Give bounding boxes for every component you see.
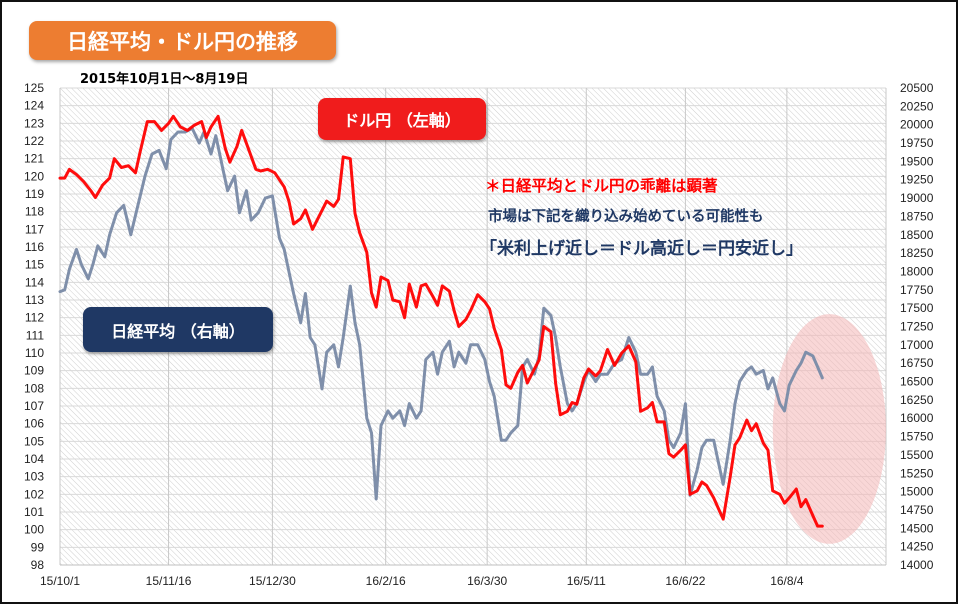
y-left-tick-label: 108 (24, 381, 44, 395)
y-right-tick-label: 20000 (900, 118, 934, 132)
y-right-tick-label: 14250 (900, 540, 934, 554)
y-left-tick-label: 123 (24, 116, 44, 130)
chart-subtitle: 2015年10月1日～8月19日 (80, 72, 249, 87)
usdjpy-series-label: ドル円 （左軸） (318, 98, 486, 140)
y-left-tick-label: 103 (24, 470, 44, 484)
y-right-tick-label: 14000 (900, 558, 934, 572)
y-left-tick-label: 118 (25, 205, 44, 219)
x-tick-label: 16/5/11 (567, 574, 606, 588)
x-tick-label: 16/8/4 (770, 574, 804, 588)
highlight-ellipse (772, 314, 886, 544)
y-left-tick-label: 116 (25, 240, 44, 254)
y-left-tick-label: 107 (24, 399, 44, 413)
y-right-tick-label: 17250 (900, 320, 934, 334)
y-left-tick-label: 109 (24, 364, 44, 378)
y-right-tick-label: 19000 (900, 191, 934, 205)
x-tick-label: 16/6/22 (665, 574, 705, 588)
y-left-tick-label: 100 (24, 523, 44, 537)
y-right-tick-label: 15250 (900, 466, 934, 480)
y-left-tick-label: 101 (24, 505, 44, 519)
y-right-tick-label: 14500 (900, 521, 934, 535)
y-right-tick-label: 18750 (900, 209, 934, 223)
y-right-tick-label: 16500 (900, 375, 934, 389)
y-right-tick-label: 19250 (900, 173, 934, 187)
y-left-tick-label: 114 (25, 275, 44, 289)
y-left-tick-label: 117 (25, 222, 44, 236)
y-right-tick-label: 19750 (900, 136, 934, 150)
y-right-tick-label: 17500 (900, 301, 934, 315)
y-right-tick-label: 14750 (900, 503, 934, 517)
y-left-tick-label: 115 (25, 258, 44, 272)
x-tick-label: 15/11/16 (146, 574, 192, 588)
y-right-tick-label: 18000 (900, 264, 934, 278)
y-right-tick-label: 15500 (900, 448, 934, 462)
x-tick-label: 15/10/1 (40, 574, 80, 588)
y-left-tick-label: 112 (25, 311, 44, 325)
y-left-tick-label: 110 (25, 346, 44, 360)
usdjpy-series-line (58, 114, 824, 528)
annotation-divergence: ＊日経平均とドル円の乖離は顕著 (485, 177, 718, 195)
x-tick-label: 16/3/30 (467, 574, 507, 588)
x-tick-label: 15/12/30 (249, 574, 296, 588)
y-left-tick-label: 120 (24, 169, 44, 183)
y-left-tick-label: 122 (24, 134, 44, 148)
y-left-tick-label: 102 (24, 487, 44, 501)
y-left-tick-label: 105 (24, 434, 44, 448)
y-right-tick-label: 20250 (900, 99, 934, 113)
y-right-tick-label: 15750 (900, 430, 934, 444)
y-right-tick-label: 16250 (900, 393, 934, 407)
y-left-tick-label: 125 (24, 81, 44, 95)
nikkei-series-label: 日経平均 （右軸） (83, 307, 273, 352)
y-right-tick-label: 18500 (900, 228, 934, 242)
y-right-tick-label: 17000 (900, 338, 934, 352)
y-left-tick-label: 104 (24, 452, 44, 466)
y-right-tick-label: 18250 (900, 246, 934, 260)
y-left-tick-label: 119 (25, 187, 44, 201)
y-left-tick-label: 111 (26, 328, 45, 342)
x-tick-label: 16/2/16 (366, 574, 406, 588)
y-left-tick-label: 124 (24, 99, 44, 113)
y-right-tick-label: 15000 (900, 485, 934, 499)
nikkei-series-line (58, 126, 824, 501)
y-right-tick-label: 16750 (900, 356, 934, 370)
annotation-market: 市場は下記を織り込み始めている可能性も (488, 209, 764, 225)
y-right-tick-label: 20500 (900, 81, 934, 95)
y-left-tick-label: 121 (24, 152, 44, 166)
y-right-tick-label: 16000 (900, 411, 934, 425)
y-left-tick-label: 113 (25, 293, 44, 307)
y-right-tick-label: 19500 (900, 154, 934, 168)
chart-title: 日経平均・ドル円の推移 (29, 21, 336, 60)
y-left-tick-label: 98 (31, 558, 45, 572)
annotation-rate-hike: 「米利上げ近し＝ドル高近し＝円安近し」 (480, 239, 803, 259)
y-right-tick-label: 17750 (900, 283, 934, 297)
y-left-tick-label: 106 (24, 417, 44, 431)
y-left-tick-label: 99 (31, 540, 45, 554)
